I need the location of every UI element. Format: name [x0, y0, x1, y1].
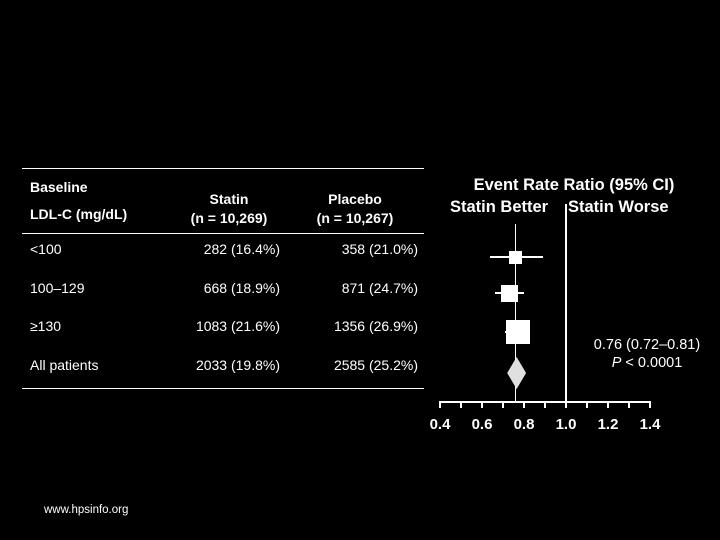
header-baseline-line2: LDL-C (mg/dL) [30, 206, 128, 222]
header-statin: Statin (n = 10,269) [172, 169, 286, 233]
header-placebo: Placebo (n = 10,267) [286, 169, 424, 233]
x-axis-tick [502, 401, 504, 408]
table-row: ≥130 1083 (21.6%) 1356 (26.9%) [22, 311, 424, 350]
forest-marker-square [505, 320, 530, 344]
x-axis-tick-label: 1.0 [555, 416, 577, 433]
overall-ratio-text: 0.76 (0.72–0.81) [593, 337, 701, 353]
forest-marker-square [500, 284, 518, 302]
header-placebo-line2: (n = 10,267) [316, 210, 394, 226]
row-label: 100–129 [30, 279, 85, 296]
x-axis-tick [481, 401, 483, 408]
x-axis-tick [460, 401, 462, 408]
table-row: 100–129 668 (18.9%) 871 (24.7%) [22, 273, 424, 312]
placebo-value: 871 (24.7%) [341, 279, 418, 296]
x-axis-tick [607, 401, 609, 408]
x-axis-tick [439, 401, 441, 408]
table-row: All patients 2033 (19.8%) 2585 (25.2%) [22, 350, 424, 389]
p-italic: P [611, 355, 622, 371]
footer-url: www.hpsinfo.org [44, 504, 129, 516]
x-axis-tick [649, 401, 651, 408]
x-axis-tick [586, 401, 588, 408]
x-axis-tick [565, 401, 567, 408]
statin-worse-label: Statin Worse [568, 198, 669, 216]
statin-better-label: Statin Better [450, 198, 549, 216]
row-label: <100 [30, 241, 62, 257]
row-label: ≥130 [30, 318, 62, 334]
ldl-events-table: Baseline LDL-C (mg/dL) Statin (n = 10,26… [22, 168, 424, 389]
table-row: <100 282 (16.4%) 358 (21.0%) [22, 234, 424, 273]
placebo-value: 2585 (25.2%) [333, 356, 418, 373]
p-value: < 0.0001 [621, 355, 683, 371]
overall-estimate-line [514, 224, 517, 401]
x-axis-tick-label: 1.2 [597, 416, 619, 433]
statin-value: 1083 (21.6%) [195, 318, 280, 334]
x-axis-tick-label: 0.4 [429, 416, 451, 433]
table-header-row: Baseline LDL-C (mg/dL) Statin (n = 10,26… [22, 169, 424, 234]
x-axis-tick [523, 401, 525, 408]
statin-value: 282 (16.4%) [203, 241, 280, 257]
forest-marker-square [509, 250, 523, 264]
header-placebo-line1: Placebo [328, 191, 382, 207]
statin-value: 2033 (19.8%) [195, 356, 280, 373]
row-label: All patients [30, 356, 99, 373]
header-baseline-ldl: Baseline LDL-C (mg/dL) [22, 169, 172, 233]
placebo-value: 358 (21.0%) [341, 241, 418, 257]
forest-marker-diamond [507, 357, 527, 389]
header-baseline-line1: Baseline [30, 179, 88, 195]
placebo-value: 1356 (26.9%) [333, 318, 418, 334]
overall-estimate-annotation: 0.76 (0.72–0.81) P < 0.0001 [578, 336, 716, 372]
p-value-text: P < 0.0001 [578, 354, 716, 372]
x-axis-tick-label: 1.4 [639, 416, 661, 433]
x-axis-tick [544, 401, 546, 408]
x-axis-tick-label: 0.6 [471, 416, 493, 433]
statin-value: 668 (18.9%) [203, 279, 280, 296]
reference-line [565, 204, 567, 401]
x-axis-tick-label: 0.8 [513, 416, 535, 433]
header-statin-line2: (n = 10,269) [190, 210, 268, 226]
x-axis-tick [628, 401, 630, 408]
forest-plot-title: Event Rate Ratio (95% CI) [473, 176, 675, 194]
header-statin-line1: Statin [209, 191, 249, 207]
